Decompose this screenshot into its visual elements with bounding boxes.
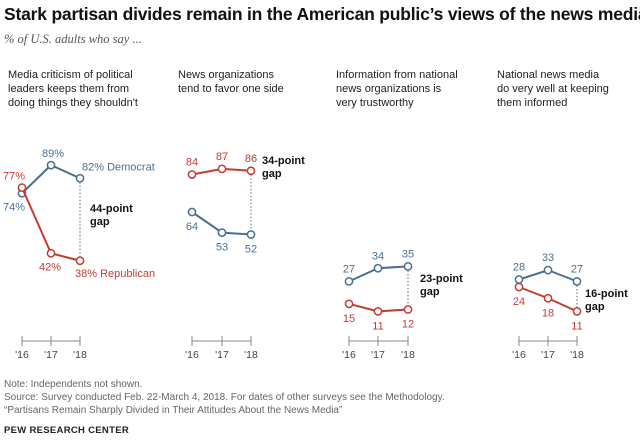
data-label-democrat: 74% — [3, 201, 25, 213]
data-point-republican — [514, 282, 524, 292]
data-label-democrat: 28 — [513, 262, 525, 274]
data-label-republican: 77% — [3, 171, 25, 183]
note-report-title: “Partisans Remain Sharply Divided in The… — [4, 405, 343, 416]
data-point-republican — [344, 299, 354, 309]
x-tick-label: '18 — [244, 349, 258, 361]
panel-4: '16 '17 '18 28 33 27 24 18 11 — [512, 252, 584, 361]
x-tick-label: '17 — [541, 349, 555, 361]
data-label-democrat: 35 — [402, 248, 414, 260]
data-point-republican — [17, 183, 27, 192]
panel-1-label: Media criticism of political leaders keep… — [8, 69, 138, 109]
data-point-republican — [217, 164, 227, 174]
data-point-republican — [373, 307, 383, 316]
data-point-republican — [543, 293, 553, 303]
data-point-democrat — [344, 277, 354, 286]
data-label-republican: 84 — [186, 157, 198, 169]
panel-3-label: Information from national news organizati… — [336, 69, 458, 109]
data-point-republican — [403, 305, 413, 314]
panel-1: '16 '17 '18 74% 89% 82% Democrat 77% 42% 38% Rep… — [3, 148, 155, 361]
data-label-democrat: 89% — [42, 148, 64, 160]
data-point-republican — [187, 170, 197, 179]
data-label-democrat: 34 — [372, 250, 384, 262]
data-point-democrat — [217, 228, 227, 237]
data-point-democrat — [403, 262, 413, 271]
data-point-democrat — [187, 207, 197, 217]
data-point-democrat — [543, 265, 553, 275]
data-label-democrat: 27 — [343, 263, 355, 275]
x-tick-label: '17 — [371, 349, 385, 361]
data-label-democrat: 64 — [186, 221, 198, 233]
data-point-democrat — [514, 275, 524, 284]
data-label-democrat: 53 — [216, 242, 228, 254]
data-label-democrat: 33 — [542, 252, 554, 264]
data-point-democrat — [75, 173, 85, 183]
data-label-republican: 11 — [372, 320, 383, 332]
data-point-republican — [572, 307, 582, 316]
panel-2-label: News organizations tend to favor one side — [178, 69, 284, 95]
panel-2: '16 '17 '18 84 87 86 64 53 52 — [185, 151, 258, 361]
data-label-democrat: 82% Democrat — [82, 161, 155, 173]
x-tick-label: '18 — [73, 349, 87, 361]
x-tick-label: '17 — [215, 349, 229, 361]
data-point-republican — [75, 256, 85, 266]
chart-notes: Note: Independents not shown. Source: Su… — [4, 378, 445, 417]
x-tick-label: '16 — [512, 349, 526, 361]
note-source: Source: Survey conducted Feb. 22-March 4… — [4, 392, 445, 403]
x-tick-label: '17 — [44, 349, 58, 361]
data-label-republican: 12 — [402, 319, 414, 331]
data-label-republican: 11 — [571, 320, 582, 332]
brand-footer: PEW RESEARCH CENTER — [4, 425, 129, 436]
data-label-republican: 42% — [39, 261, 61, 273]
data-label-republican: 24 — [513, 296, 525, 308]
x-tick-label: '18 — [401, 349, 415, 361]
chart-title: Stark partisan divides remain in the Ame… — [4, 4, 640, 24]
panel-4-label: National news media do very well at keepi… — [497, 69, 609, 109]
x-tick-label: '18 — [570, 349, 584, 361]
gap-label: 23-point gap — [420, 273, 463, 298]
data-label-republican: 15 — [343, 313, 355, 325]
data-label-republican: 87 — [216, 151, 228, 163]
data-label-republican: 86 — [245, 153, 257, 165]
data-point-democrat — [373, 263, 383, 273]
data-point-democrat — [246, 230, 256, 239]
data-label-republican: 38% Republican — [75, 268, 155, 280]
data-point-republican — [246, 166, 256, 176]
data-point-democrat — [46, 160, 56, 170]
data-label-democrat: 52 — [245, 244, 257, 256]
data-label-republican: 18 — [542, 307, 554, 319]
chart-subtitle: % of U.S. adults who say ... — [4, 32, 142, 46]
gap-label: 34-point gap — [262, 155, 305, 180]
x-tick-label: '16 — [342, 349, 356, 361]
data-label-democrat: 27 — [571, 263, 583, 275]
x-tick-label: '16 — [15, 349, 29, 361]
data-point-republican — [46, 248, 56, 258]
note-independents: Note: Independents not shown. — [4, 379, 143, 390]
x-tick-label: '16 — [185, 349, 199, 361]
gap-label: 16-point gap — [585, 288, 628, 313]
data-point-democrat — [572, 277, 582, 286]
gap-label: 44-point gap — [90, 203, 133, 228]
panel-3: '16 '17 '18 27 34 35 15 11 12 — [342, 248, 415, 361]
